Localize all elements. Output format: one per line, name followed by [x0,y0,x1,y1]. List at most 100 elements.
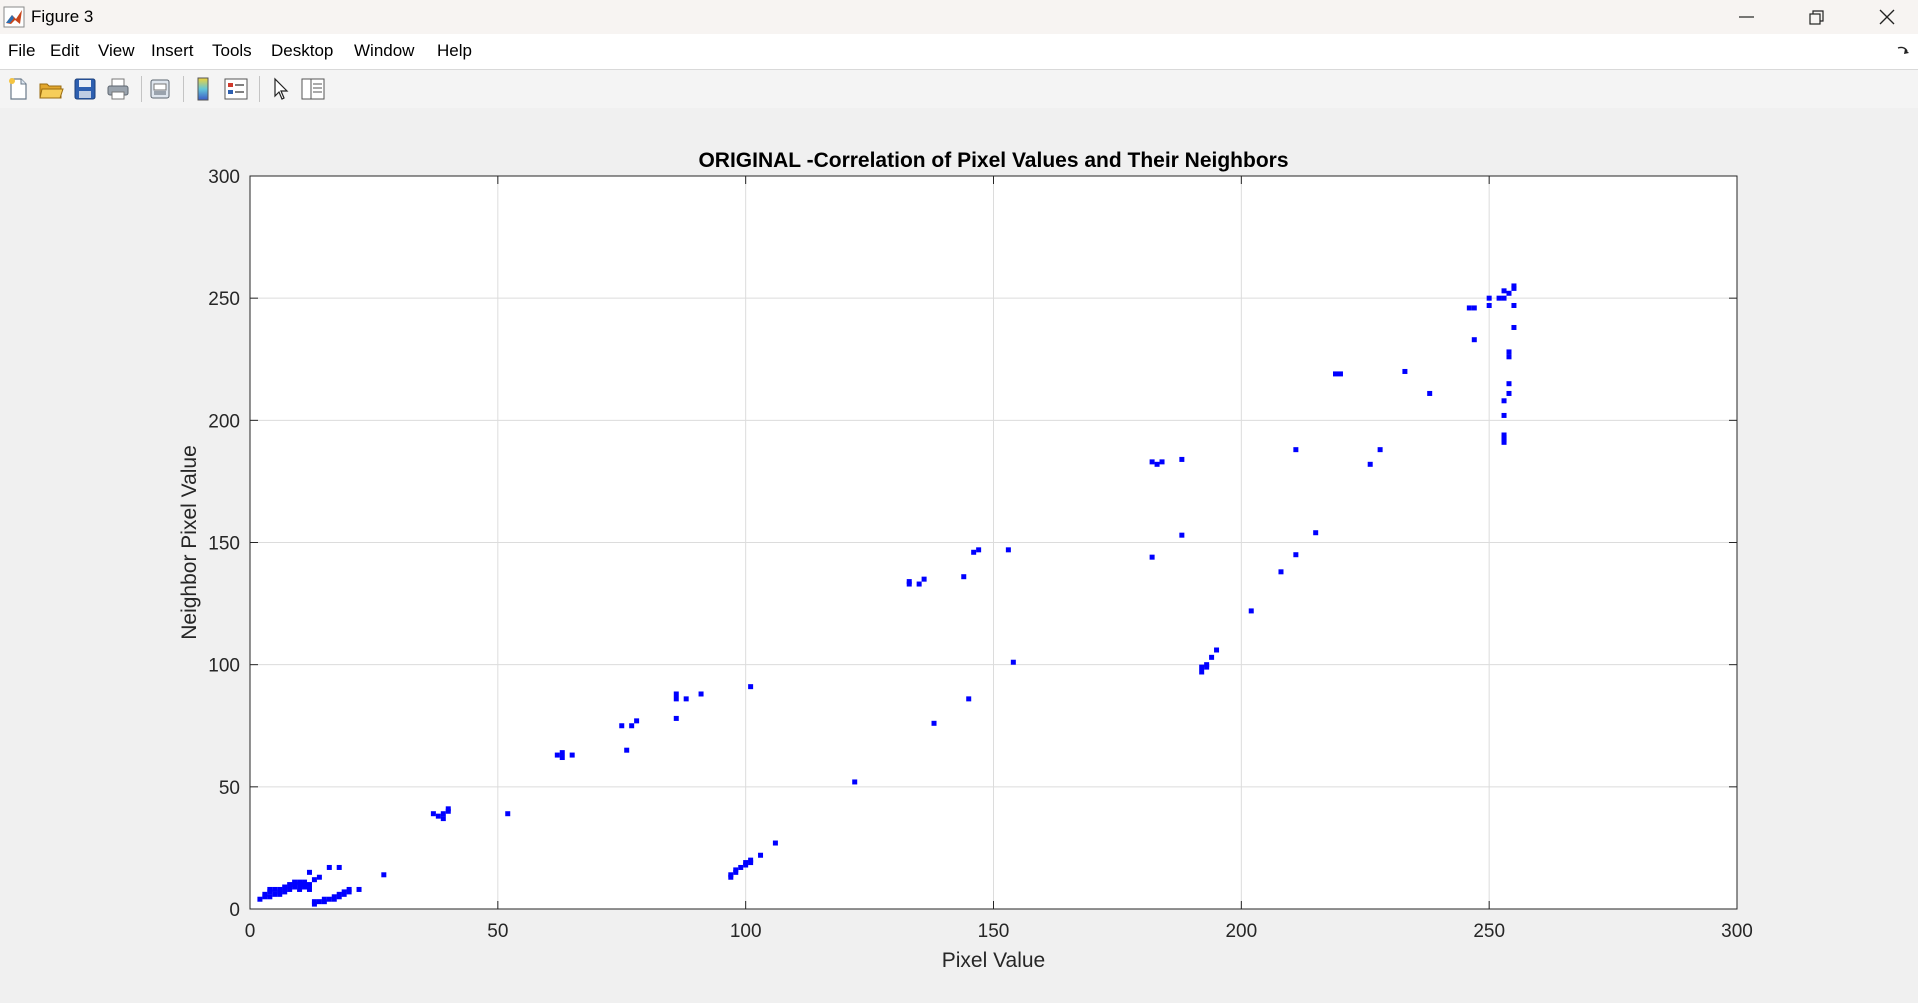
data-point [1506,290,1512,296]
restore-button[interactable] [1782,0,1852,34]
data-point [1005,547,1011,553]
data-point [698,691,704,697]
data-point [673,691,679,697]
x-tick-label: 100 [730,921,762,942]
data-point [758,852,764,858]
data-point [971,549,977,555]
menu-desktop[interactable]: Desktop [271,41,334,60]
save-icon[interactable] [71,75,99,103]
data-point [272,886,278,892]
data-point [381,872,387,878]
menu-insert[interactable]: Insert [151,41,194,60]
menu-window[interactable]: Window [354,41,415,60]
data-point [311,877,317,883]
data-point [262,891,268,897]
data-point [569,752,575,758]
data-point [1154,461,1160,467]
toolbar-separator [183,76,184,102]
print-preview-icon[interactable] [146,75,174,103]
data-point [346,886,352,892]
data-point [772,840,778,846]
menu-file[interactable]: File [8,41,36,60]
data-point [505,811,511,817]
data-point [1511,324,1517,330]
menu-help[interactable]: Help [437,41,472,60]
data-point [1367,461,1373,467]
menu-edit[interactable]: Edit [50,41,80,60]
data-point [1506,381,1512,387]
window-titlebar: Figure 3 [0,0,1918,34]
data-point [336,891,342,897]
data-point [272,891,278,897]
window-title: Figure 3 [31,7,94,26]
colorbar-icon[interactable] [189,75,217,103]
data-point [306,886,312,892]
data-point [748,857,754,863]
data-point [1511,302,1517,308]
edit-plot-arrow-icon[interactable] [266,75,294,103]
x-axis-label: Pixel Value [942,949,1046,972]
new-figure-icon[interactable] [4,75,32,103]
y-tick-label: 250 [208,289,240,310]
data-point [1179,456,1185,462]
data-point [1204,662,1210,668]
data-point [1402,368,1408,374]
data-point [292,879,298,885]
data-point [1486,295,1492,301]
data-point [1427,390,1433,396]
data-point [1333,371,1339,377]
restore-icon [1809,10,1824,25]
data-point [1179,532,1185,538]
data-point [1486,302,1492,308]
data-point [634,718,640,724]
data-point [976,547,982,553]
data-point [1501,412,1507,418]
data-point [906,579,912,585]
legend-icon[interactable] [222,75,250,103]
dock-arrow-icon[interactable] [1896,45,1910,57]
data-point [356,886,362,892]
chart-title: ORIGINAL -Correlation of Pixel Values an… [698,149,1288,172]
y-tick-label: 100 [208,656,240,677]
data-point [1149,459,1155,465]
data-point [1313,530,1319,536]
data-point [440,811,446,817]
menu-view[interactable]: View [98,41,135,60]
data-point [738,864,744,870]
data-point [1149,554,1155,560]
data-point [316,874,322,880]
data-point [1159,459,1165,465]
data-point [673,715,679,721]
close-button[interactable] [1852,0,1918,34]
data-point [673,696,679,702]
data-point [1466,305,1472,311]
print-icon[interactable] [104,75,132,103]
y-tick-label: 50 [219,778,240,799]
data-point [326,864,332,870]
data-point [966,696,972,702]
data-point [916,581,922,587]
data-point [1501,288,1507,294]
data-point [1199,669,1205,675]
data-point [440,816,446,822]
data-point [1214,647,1220,653]
data-point [341,889,347,895]
y-axis-label: Neighbor Pixel Value [178,445,201,640]
menu-tools[interactable]: Tools [212,41,252,60]
x-tick-label: 200 [1225,921,1257,942]
data-point [852,779,858,785]
data-point [921,576,927,582]
data-point [1506,349,1512,355]
data-point [683,696,689,702]
property-inspector-icon[interactable] [299,75,327,103]
open-file-icon[interactable] [37,75,65,103]
data-point [311,899,317,905]
data-point [267,886,273,892]
data-point [267,894,273,900]
data-point [1471,305,1477,311]
data-point [559,750,565,756]
data-point [306,869,312,875]
data-point [445,806,451,812]
data-point [1471,337,1477,343]
minimize-button[interactable] [1712,0,1782,34]
